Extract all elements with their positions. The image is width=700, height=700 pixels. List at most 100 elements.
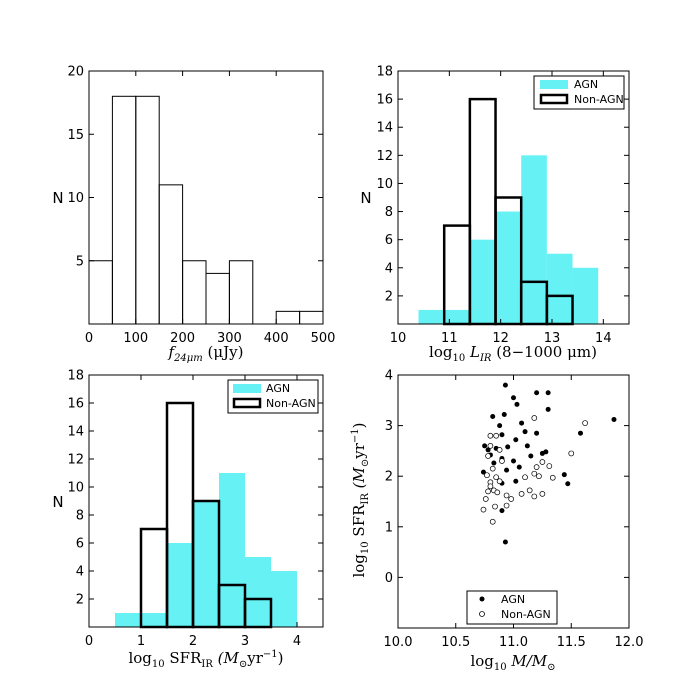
flux-ytick-label-1: 10 (67, 191, 84, 206)
lir-bar-agn-4 (546, 253, 573, 324)
scatter-point-nonagn-15 (485, 488, 491, 495)
scatter-point-nonagn-3 (487, 442, 494, 449)
lir-xlabel: log10 LIR (8−1000 μm) (429, 343, 597, 364)
lir-xtick-label-2: 12 (492, 331, 509, 346)
scatter-ylabel: log10 SFRIR (M⊙yr−1) (350, 422, 371, 577)
scatter-point-agn-12 (485, 447, 491, 453)
lir-xtick-label-0: 10 (390, 331, 407, 346)
lir-legend-label-agn: AGN (574, 78, 598, 91)
scatter-ylabel-close: ) (350, 422, 368, 428)
scatter-point-agn-14 (499, 432, 505, 438)
flux-ytick-label-3: 20 (67, 65, 84, 80)
scatter-legend-marker-nonagn (479, 611, 485, 617)
scatter-ylabel-sup: −1 (350, 428, 361, 443)
lir-ytick-label-8: 18 (376, 65, 393, 80)
scatter-xtick-label-1: 10.5 (441, 635, 470, 650)
sfr-xlabel-sun: ⊙ (239, 659, 247, 670)
lir-legend: AGN Non-AGN (533, 75, 625, 110)
scatter-point-nonagn-27 (533, 464, 540, 470)
sfr-ylabel: N (52, 493, 63, 511)
sfr-xtick-label-3: 3 (241, 634, 249, 649)
scatter-point-agn-9 (522, 429, 528, 435)
scatter-point-nonagn-2 (493, 432, 500, 439)
lir-xlabel-log: log (429, 343, 453, 361)
lir-xlabel-var: L (465, 343, 480, 361)
scatter-point-nonagn-21 (480, 506, 487, 513)
lir-ytick-label-7: 16 (376, 93, 393, 108)
scatter-legend-marker-agn (479, 596, 485, 602)
sfr-ytick-label-1: 4 (76, 565, 84, 580)
scatter-point-nonagn-32 (546, 463, 553, 469)
scatter-point-nonagn-20 (503, 502, 510, 509)
scatter-point-agn-17 (524, 443, 530, 449)
scatter-xlabel: log10 M/M⊙ (470, 652, 555, 673)
scatter-xlabel-sun: ⊙ (547, 662, 555, 673)
lir-xtick-label-3: 13 (544, 331, 561, 346)
scatter-xlabel-sub: 10 (494, 662, 507, 673)
scatter-point-agn-22 (491, 460, 497, 466)
lir-xlabel-sub: 10 (452, 353, 465, 364)
scatter-points (480, 382, 617, 545)
flux-xtick-label-4: 400 (264, 331, 289, 346)
scatter-point-nonagn-33 (549, 474, 556, 481)
sfr-xlabel: log10 SFRIR (M⊙yr−1) (128, 649, 283, 670)
scatter-point-nonagn-6 (499, 458, 505, 464)
scatter-point-nonagn-17 (482, 496, 489, 502)
flux-xlabel: f24μm (μJy) (168, 343, 244, 364)
lir-ytick-label-5: 12 (376, 149, 393, 164)
sfr-bar-agn-3 (219, 473, 245, 627)
scatter-ylabel-sub2: IR (360, 493, 371, 505)
lir-xtick-label-4: 14 (595, 331, 612, 346)
sfr-xlabel-close: ) (278, 649, 284, 667)
sfr-ytick-label-5: 12 (67, 453, 84, 468)
flux-xlabel-sub: 24μm (173, 353, 203, 364)
sfr-legend-label-agn: AGN (266, 382, 290, 395)
scatter-point-agn-30 (513, 478, 519, 484)
scatter-point-nonagn-25 (526, 487, 533, 494)
scatter-xlabel-var: M/M (507, 652, 548, 670)
scatter-point-agn-6 (490, 413, 496, 419)
scatter-point-agn-7 (501, 411, 507, 417)
sfr-xlabel-log: log (128, 649, 152, 667)
scatter-point-nonagn-0 (531, 415, 538, 421)
scatter-point-nonagn-35 (582, 420, 588, 426)
scatter-ylabel-sun: ⊙ (360, 459, 371, 467)
scatter-xtick-label-4: 12.0 (615, 635, 644, 650)
lir-bar-agn-2 (495, 211, 522, 324)
scatter-point-agn-20 (545, 406, 551, 412)
sfr-bar-agn-2 (193, 501, 219, 627)
lir-xlabel-unit: (8−1000 μm) (491, 343, 597, 361)
sfr-xlabel-sup: −1 (263, 649, 278, 660)
panel-flux-histogram: 0 100 200 300 400 500 5 10 15 20 N f24μm (μJy) (52, 65, 335, 365)
scatter-ytick-label-3: 3 (385, 419, 393, 434)
sfr-histogram-bars (115, 401, 297, 629)
scatter-ylabel-yr: yr (350, 442, 368, 459)
flux-ylabel: N (52, 189, 63, 207)
scatter-point-agn-27 (528, 453, 534, 459)
lir-histogram-bars (418, 97, 599, 326)
scatter-point-nonagn-14 (494, 489, 501, 496)
flux-ytick-label-2: 15 (67, 128, 84, 143)
scatter-point-agn-33 (561, 472, 567, 478)
sfr-xlabel-sub2: IR (201, 659, 213, 670)
scatter-point-nonagn-28 (536, 473, 542, 480)
lir-histogram-frame (397, 70, 630, 325)
sfr-xtick-label-1: 1 (137, 634, 145, 649)
sfr-ytick-label-8: 18 (67, 369, 84, 384)
scatter-point-nonagn-11 (496, 478, 503, 485)
scatter-point-agn-34 (565, 481, 571, 487)
sfr-legend-swatch-agn (233, 384, 261, 393)
flux-ytick-label-0: 5 (76, 254, 84, 269)
scatter-point-nonagn-16 (503, 492, 510, 499)
scatter-point-agn-2 (534, 390, 540, 396)
sfr-xlabel-sub: 10 (152, 659, 165, 670)
scatter-point-nonagn-18 (508, 496, 515, 502)
lir-xtick-label-1: 11 (441, 331, 458, 346)
lir-ytick-label-1: 4 (385, 261, 393, 276)
scatter-xlabel-log: log (470, 652, 494, 670)
